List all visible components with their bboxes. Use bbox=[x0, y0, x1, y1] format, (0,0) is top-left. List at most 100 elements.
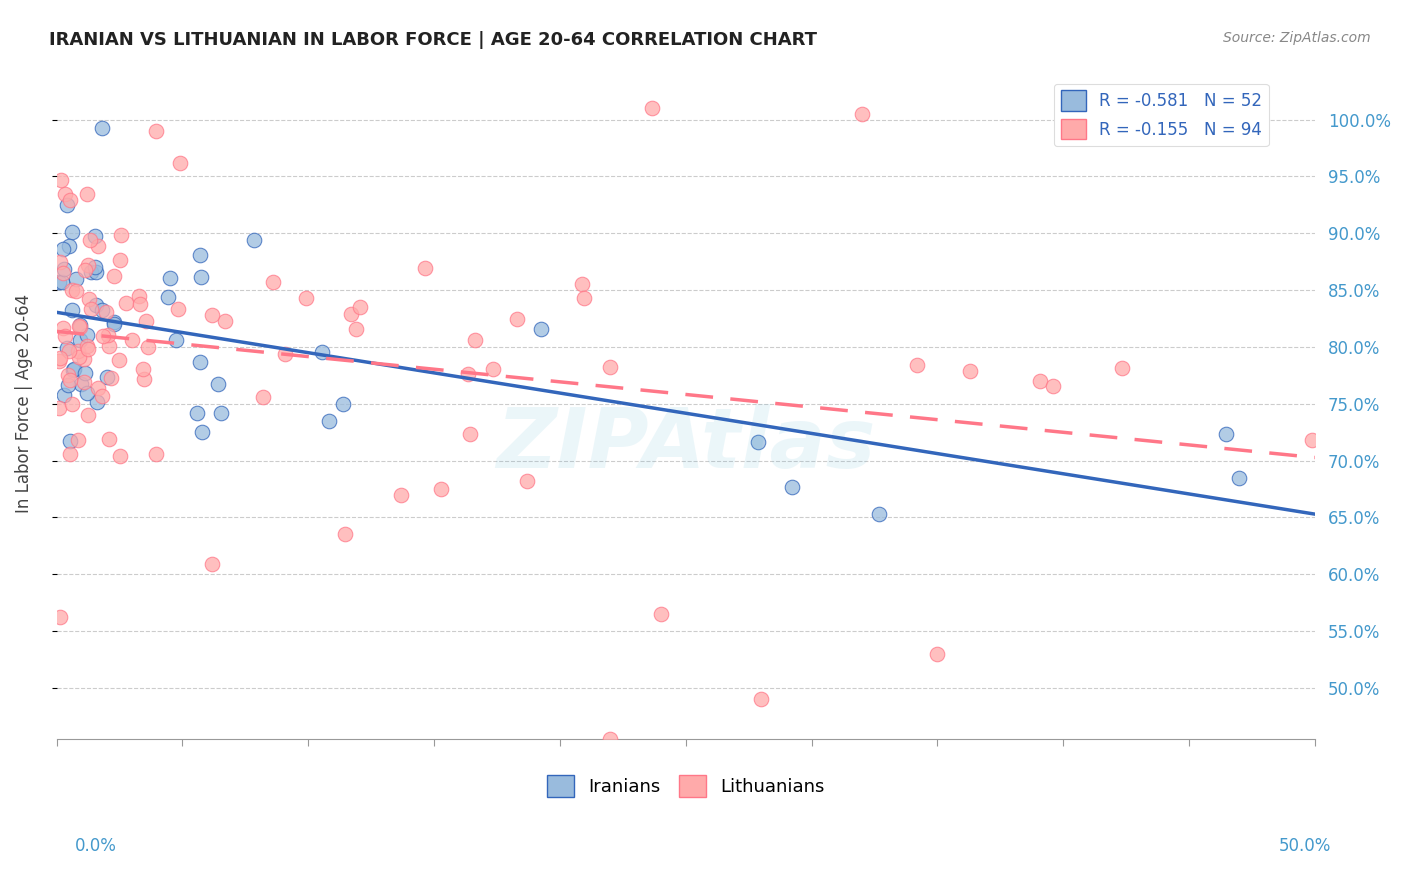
Point bbox=[243, 233, 266, 247]
Point bbox=[84, 298, 107, 312]
Point bbox=[344, 322, 367, 336]
Point bbox=[48, 610, 70, 624]
Point bbox=[273, 347, 295, 361]
Point bbox=[506, 312, 529, 326]
Point bbox=[186, 406, 208, 420]
Point bbox=[91, 329, 114, 343]
Point bbox=[55, 186, 77, 201]
Point bbox=[48, 353, 70, 368]
Point bbox=[868, 507, 890, 521]
Point bbox=[77, 292, 100, 306]
Point bbox=[107, 353, 129, 368]
Point bbox=[599, 732, 621, 747]
Point bbox=[76, 339, 98, 353]
Point bbox=[574, 291, 596, 305]
Point bbox=[201, 557, 224, 571]
Point bbox=[110, 228, 132, 243]
Point bbox=[73, 351, 96, 366]
Point bbox=[1227, 471, 1250, 485]
Point bbox=[530, 322, 553, 336]
Point bbox=[84, 228, 107, 243]
Point bbox=[96, 304, 118, 318]
Point bbox=[67, 318, 90, 333]
Point bbox=[69, 333, 91, 347]
Point bbox=[103, 315, 125, 329]
Point bbox=[1301, 434, 1323, 448]
Point bbox=[58, 378, 80, 392]
Point bbox=[749, 692, 772, 706]
Point bbox=[60, 283, 83, 297]
Text: ZIPAtlas: ZIPAtlas bbox=[496, 403, 876, 484]
Point bbox=[1042, 379, 1064, 393]
Point bbox=[48, 275, 70, 289]
Point bbox=[58, 238, 80, 252]
Point bbox=[159, 271, 181, 285]
Point bbox=[67, 433, 90, 447]
Point bbox=[65, 272, 87, 286]
Point bbox=[464, 333, 486, 347]
Point bbox=[76, 186, 98, 201]
Point bbox=[121, 334, 143, 348]
Point bbox=[90, 389, 112, 403]
Text: 50.0%: 50.0% bbox=[1278, 837, 1331, 855]
Text: 0.0%: 0.0% bbox=[75, 837, 117, 855]
Point bbox=[332, 397, 354, 411]
Point bbox=[52, 266, 75, 280]
Point bbox=[200, 308, 222, 322]
Point bbox=[62, 363, 84, 377]
Point bbox=[339, 307, 361, 321]
Point bbox=[60, 302, 83, 317]
Point bbox=[52, 242, 75, 256]
Point bbox=[169, 156, 191, 170]
Point bbox=[98, 433, 121, 447]
Point bbox=[103, 268, 125, 283]
Point bbox=[79, 234, 101, 248]
Point bbox=[67, 350, 90, 364]
Point bbox=[97, 328, 120, 343]
Point bbox=[207, 377, 229, 392]
Point bbox=[641, 101, 664, 115]
Point bbox=[69, 318, 91, 333]
Point bbox=[599, 360, 621, 375]
Point bbox=[132, 361, 155, 376]
Point bbox=[349, 301, 371, 315]
Point bbox=[56, 198, 79, 212]
Point bbox=[571, 277, 593, 292]
Point bbox=[60, 225, 83, 239]
Point bbox=[129, 297, 152, 311]
Point bbox=[60, 397, 83, 411]
Point bbox=[188, 248, 211, 262]
Point bbox=[80, 265, 103, 279]
Point bbox=[58, 343, 80, 358]
Point bbox=[389, 488, 412, 502]
Point bbox=[90, 303, 112, 318]
Point bbox=[134, 372, 156, 386]
Text: Source: ZipAtlas.com: Source: ZipAtlas.com bbox=[1223, 31, 1371, 45]
Point bbox=[114, 296, 136, 310]
Point bbox=[209, 406, 232, 420]
Point bbox=[49, 255, 72, 269]
Point bbox=[108, 253, 131, 268]
Point bbox=[53, 262, 76, 277]
Point bbox=[56, 341, 79, 355]
Point bbox=[190, 270, 212, 285]
Point bbox=[53, 388, 76, 402]
Point bbox=[851, 107, 873, 121]
Point bbox=[516, 474, 538, 488]
Point bbox=[747, 434, 769, 449]
Point bbox=[59, 447, 82, 461]
Point bbox=[77, 258, 100, 272]
Point bbox=[311, 345, 333, 359]
Point bbox=[49, 351, 72, 365]
Point bbox=[75, 262, 97, 277]
Point bbox=[927, 647, 949, 661]
Y-axis label: In Labor Force | Age 20-64: In Labor Force | Age 20-64 bbox=[15, 294, 32, 514]
Point bbox=[100, 370, 122, 384]
Point bbox=[66, 343, 89, 358]
Point bbox=[110, 450, 132, 464]
Point bbox=[65, 284, 87, 298]
Point bbox=[457, 368, 479, 382]
Point bbox=[157, 290, 180, 304]
Point bbox=[90, 120, 112, 135]
Point bbox=[59, 434, 82, 448]
